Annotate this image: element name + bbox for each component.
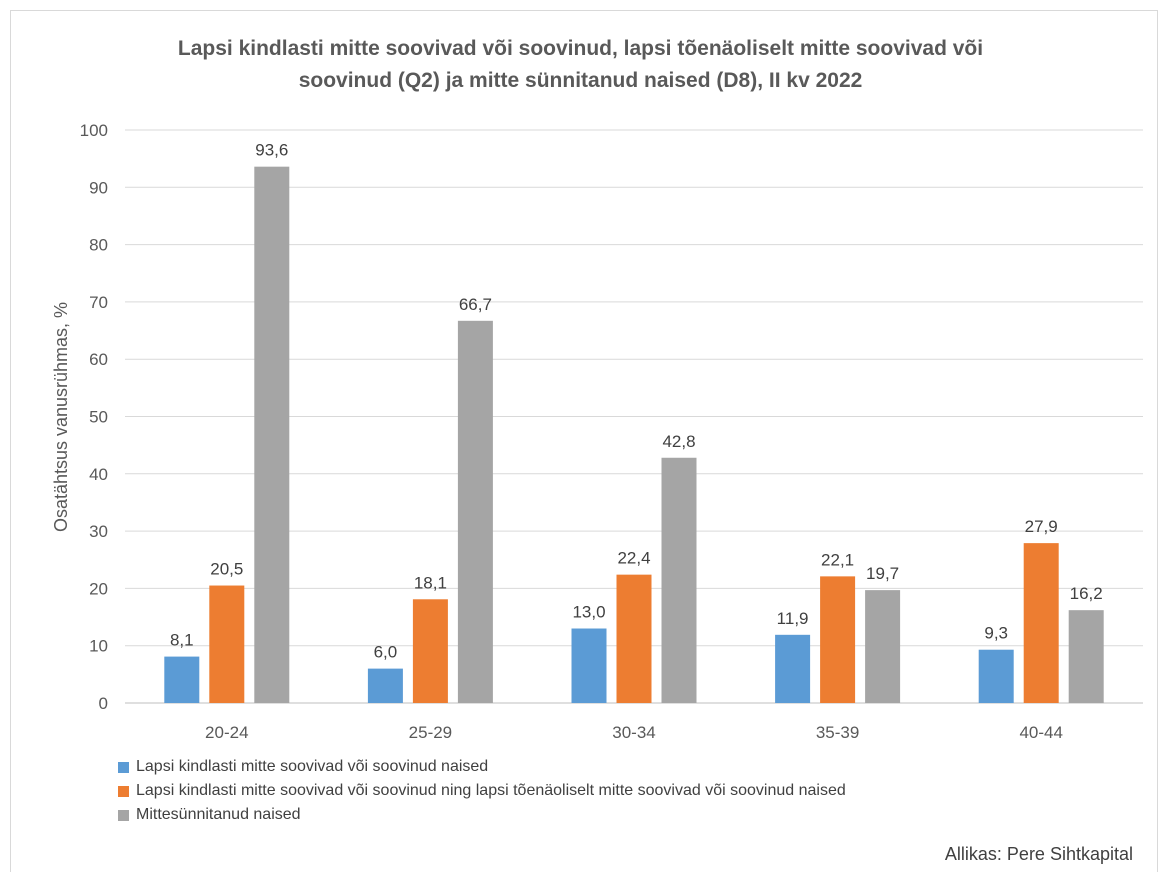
chart-title-line-2: soovinud (Q2) ja mitte sünnitanud naised… (298, 69, 863, 92)
data-label: 16,2 (1070, 584, 1103, 603)
x-tick-label: 40-44 (1019, 723, 1062, 742)
y-axis-title: Osatähtsus vanusrühmas, % (51, 302, 71, 532)
legend-item-series-2: Lapsi kindlasti mitte soovivad või soovi… (118, 779, 846, 803)
data-label: 93,6 (255, 141, 288, 160)
x-tick-label: 20-24 (205, 723, 248, 742)
y-tick-label: 10 (89, 637, 108, 656)
data-label: 20,5 (210, 560, 243, 579)
data-label: 22,4 (617, 549, 650, 568)
bar-20-24-series-3 (254, 166, 290, 703)
bar-25-29-series-1 (367, 668, 403, 703)
x-tick-label: 35-39 (816, 723, 859, 742)
bar-20-24-series-1 (164, 656, 200, 703)
bar-25-29-series-3 (457, 320, 493, 703)
chart-title-line-1: Lapsi kindlasti mitte soovivad või soovi… (177, 37, 984, 60)
bar-40-44-series-3 (1068, 610, 1104, 703)
data-label: 42,8 (662, 432, 695, 451)
data-label: 18,1 (414, 573, 447, 592)
y-tick-label: 40 (89, 465, 108, 484)
bar-40-44-series-2 (1023, 543, 1059, 703)
bar-35-39-series-1 (775, 634, 811, 703)
y-tick-label: 0 (99, 694, 108, 713)
bar-20-24-series-2 (209, 585, 245, 703)
data-label: 19,7 (866, 564, 899, 583)
data-label: 66,7 (459, 295, 492, 314)
bar-30-34-series-2 (616, 574, 652, 703)
data-label: 22,1 (821, 550, 854, 569)
y-tick-label: 80 (89, 236, 108, 255)
y-tick-label: 70 (89, 293, 108, 312)
legend-swatch-series-3 (118, 809, 129, 821)
legend-item-series-3: Mittesünnitanud naised (118, 803, 846, 827)
source-note: Allikas: Pere Sihtkapital (944, 844, 1133, 864)
legend-label-series-3: Mittesünnitanud naised (136, 806, 301, 823)
bar-25-29-series-2 (412, 599, 448, 703)
legend: Lapsi kindlasti mitte soovivad või soovi… (118, 755, 846, 827)
data-label: 27,9 (1025, 517, 1058, 536)
bar-35-39-series-3 (865, 590, 901, 703)
data-label: 11,9 (777, 609, 809, 628)
legend-label-series-1: Lapsi kindlasti mitte soovivad või soovi… (136, 758, 489, 775)
y-tick-label: 90 (89, 178, 108, 197)
bar-35-39-series-2 (820, 576, 856, 703)
legend-swatch-series-1 (118, 761, 129, 773)
chart-title: Lapsi kindlasti mitte soovivad või soovi… (0, 33, 1161, 97)
x-tick-label: 25-29 (409, 723, 452, 742)
y-tick-label: 60 (89, 350, 108, 369)
legend-label-series-2: Lapsi kindlasti mitte soovivad või soovi… (136, 782, 846, 799)
chart-frame (10, 10, 1158, 872)
data-label: 6,0 (374, 643, 398, 662)
legend-swatch-series-2 (118, 785, 129, 797)
y-tick-label: 20 (89, 579, 108, 598)
y-tick-label: 50 (89, 408, 108, 427)
data-label: 9,3 (984, 624, 1008, 643)
bar-30-34-series-1 (571, 628, 607, 703)
y-tick-label: 100 (80, 121, 108, 140)
data-label: 13,0 (572, 603, 605, 622)
bar-30-34-series-3 (661, 457, 697, 703)
bar-40-44-series-1 (978, 649, 1014, 703)
data-label: 8,1 (170, 631, 194, 650)
legend-item-series-1: Lapsi kindlasti mitte soovivad või soovi… (118, 755, 846, 779)
x-tick-label: 30-34 (612, 723, 655, 742)
y-tick-label: 30 (89, 522, 108, 541)
